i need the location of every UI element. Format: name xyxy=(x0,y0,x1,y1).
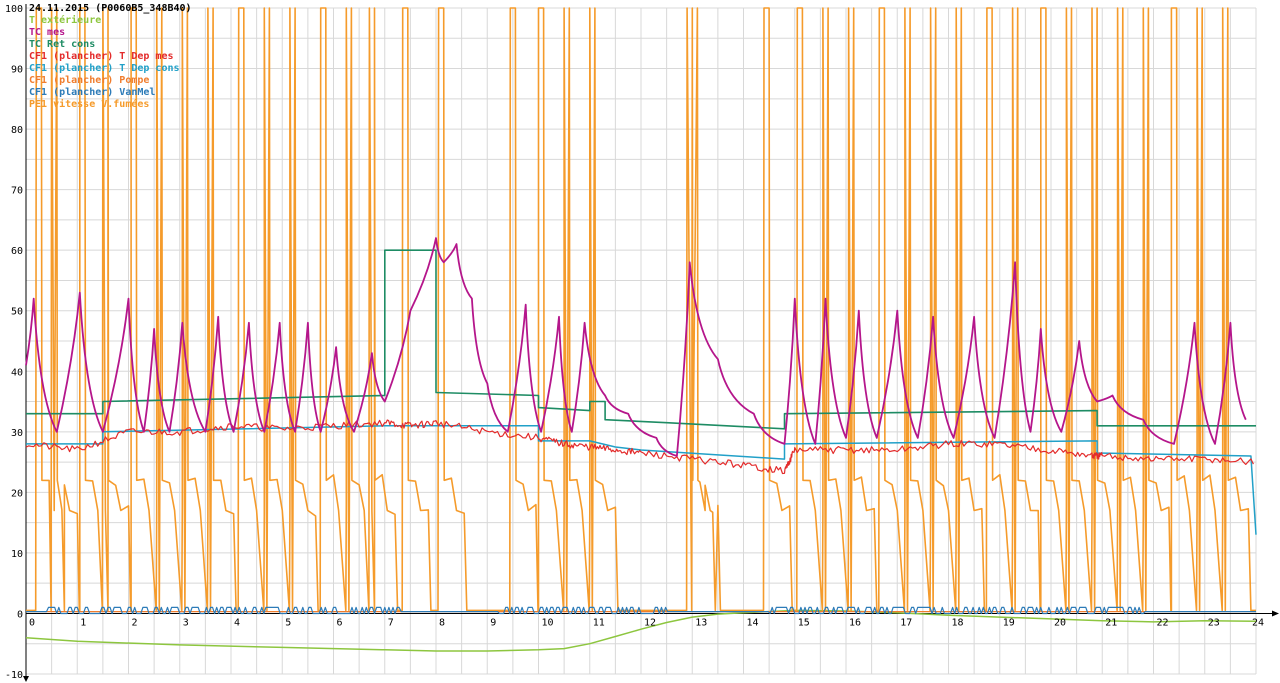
x-tick-label: 4 xyxy=(234,617,240,628)
x-tick-label: 21 xyxy=(1105,617,1117,628)
x-tick-label: 17 xyxy=(900,617,912,628)
series-layer xyxy=(25,7,1257,652)
legend-entry: CF1 (plancher) VanMel xyxy=(29,87,155,98)
legend-entry: TC mes xyxy=(29,27,65,38)
x-tick-label: 12 xyxy=(644,617,656,628)
y-tick-label: 20 xyxy=(11,488,23,499)
x-tick-label: 13 xyxy=(695,617,707,628)
legend-entry: CF1 (plancher) T Dep cons xyxy=(29,63,180,74)
grid xyxy=(25,7,1257,675)
series-line-tc-ret-cons xyxy=(26,249,1256,430)
y-tick-label: 80 xyxy=(11,125,23,136)
x-tick-label: 5 xyxy=(285,617,291,628)
legend-entry: CF1 (plancher) Pompe xyxy=(29,75,149,86)
y-tick-label: 30 xyxy=(11,428,23,439)
chart-title: 24.11.2015 (P0060B5_348B40) xyxy=(29,3,192,14)
tick-labels: 0 1 2 3 4 5 6 7 8 9 10 11 12 13 14 15 16 17 18 19 20 21 22 23 24… xyxy=(5,4,1264,681)
x-tick-label: 24 xyxy=(1252,617,1264,628)
x-tick-label: 22 xyxy=(1157,617,1169,628)
x-tick-label: 8 xyxy=(439,617,445,628)
x-tick-label: 3 xyxy=(183,617,189,628)
x-tick-label: 18 xyxy=(952,617,964,628)
y-tick-label: 70 xyxy=(11,186,23,197)
x-tick-label: 7 xyxy=(388,617,394,628)
x-tick-label: 20 xyxy=(1054,617,1066,628)
legend-entry: TC Ret cons xyxy=(29,39,95,50)
series-line-cf1-t-dep-cons xyxy=(26,425,1257,535)
series-line-t-exterieure xyxy=(25,609,1257,652)
legend-entry: CF1 (plancher) T Dep mes xyxy=(29,51,174,62)
x-tick-label: 1 xyxy=(80,617,86,628)
y-axis-arrow xyxy=(23,676,29,682)
x-tick-label: 9 xyxy=(490,617,496,628)
series-line-cf1-vanmel xyxy=(26,606,1256,615)
x-tick-label: 16 xyxy=(849,617,861,628)
series-line-tc-mes xyxy=(25,237,1247,457)
x-tick-label: 14 xyxy=(747,617,759,628)
y-tick-label: 100 xyxy=(5,4,23,15)
x-tick-label: 11 xyxy=(593,617,605,628)
x-tick-label: 2 xyxy=(132,617,138,628)
x-tick-label: 6 xyxy=(337,617,343,628)
y-tick-label: 50 xyxy=(11,307,23,318)
y-tick-label: 90 xyxy=(11,65,23,76)
legend-entry: T extérieure xyxy=(29,14,101,26)
x-tick-label: 23 xyxy=(1208,617,1220,628)
y-tick-label: 60 xyxy=(11,246,23,257)
x-tick-label: 0 xyxy=(29,617,35,628)
legend-entry: PE1 vitesse V.fumées xyxy=(29,98,149,110)
series-line-cf1-t-dep-mes xyxy=(25,419,1254,475)
x-tick-label: 15 xyxy=(798,617,810,628)
y-tick-label: 10 xyxy=(11,549,23,560)
y-tick-label: -10 xyxy=(5,670,23,681)
x-tick-label: 19 xyxy=(1003,617,1015,628)
x-tick-label: 10 xyxy=(542,617,554,628)
y-tick-label: 0 xyxy=(17,609,23,620)
x-axis-arrow xyxy=(1272,610,1279,617)
y-tick-label: 40 xyxy=(11,367,23,378)
